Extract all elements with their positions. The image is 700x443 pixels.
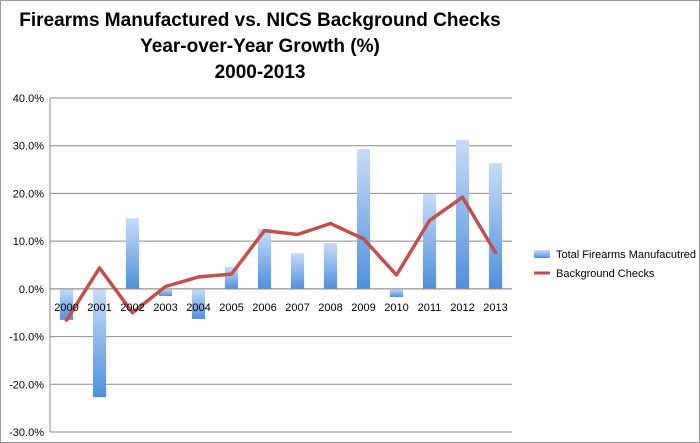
bar	[488, 162, 503, 289]
bar	[92, 288, 107, 398]
x-tick-label: 2007	[285, 302, 309, 314]
x-tick-labels: 2000 2001 2002 2003 2004 2005 2006 2007 2008 2009…	[54, 302, 507, 314]
x-tick-label: 2008	[318, 302, 342, 314]
bar-series	[59, 139, 503, 398]
bar	[422, 193, 437, 289]
x-tick-label: 2005	[219, 302, 243, 314]
bar	[158, 288, 173, 297]
bar	[290, 253, 305, 289]
bar	[389, 288, 404, 297]
y-tick-label: 40.0%	[13, 93, 44, 105]
bar	[191, 288, 206, 319]
chart-title-line-2: Year-over-Year Growth (%)	[140, 36, 380, 57]
x-tick-label: 2013	[483, 302, 507, 314]
gridlines	[50, 97, 512, 433]
x-tick-label: 2000	[54, 302, 78, 314]
chart-title-line-3: 2000-2013	[214, 62, 306, 83]
legend-swatch-bars	[534, 250, 550, 258]
y-tick-label: 20.0%	[13, 188, 44, 200]
chart-title-line-1: Firearms Manufactured vs. NICS Backgroun…	[19, 10, 501, 31]
legend-label-line: Background Checks	[556, 268, 655, 280]
x-tick-label: 2002	[120, 302, 144, 314]
y-tick-label: -30.0%	[9, 427, 44, 439]
bar	[323, 243, 338, 289]
bar	[257, 228, 272, 289]
axes	[49, 98, 512, 432]
y-tick-label: 10.0%	[13, 236, 44, 248]
legend: Total Firearms Manufacutred Background Ch…	[534, 249, 696, 280]
y-tick-label: -10.0%	[9, 332, 44, 344]
y-tick-label: -20.0%	[9, 379, 44, 391]
x-tick-label: 2010	[384, 302, 408, 314]
x-tick-label: 2003	[153, 302, 177, 314]
y-tick-label: 30.0%	[13, 141, 44, 153]
y-tick-labels: -30.0% -20.0% -10.0% 0.0% 10.0% 20.0% 30.0% 40.…	[9, 93, 44, 439]
line-series	[64, 195, 498, 323]
bar	[356, 149, 371, 289]
x-tick-label: 2009	[351, 302, 375, 314]
x-tick-label: 2006	[252, 302, 276, 314]
x-tick-label: 2001	[87, 302, 111, 314]
bar	[455, 139, 470, 289]
background-checks-line	[64, 195, 498, 323]
legend-label-bars: Total Firearms Manufacutred	[556, 249, 696, 261]
x-tick-label: 2012	[450, 302, 474, 314]
x-tick-label: 2004	[186, 302, 210, 314]
bar	[125, 218, 140, 289]
x-tick-label: 2011	[418, 302, 442, 314]
y-tick-label: 0.0%	[19, 284, 44, 296]
